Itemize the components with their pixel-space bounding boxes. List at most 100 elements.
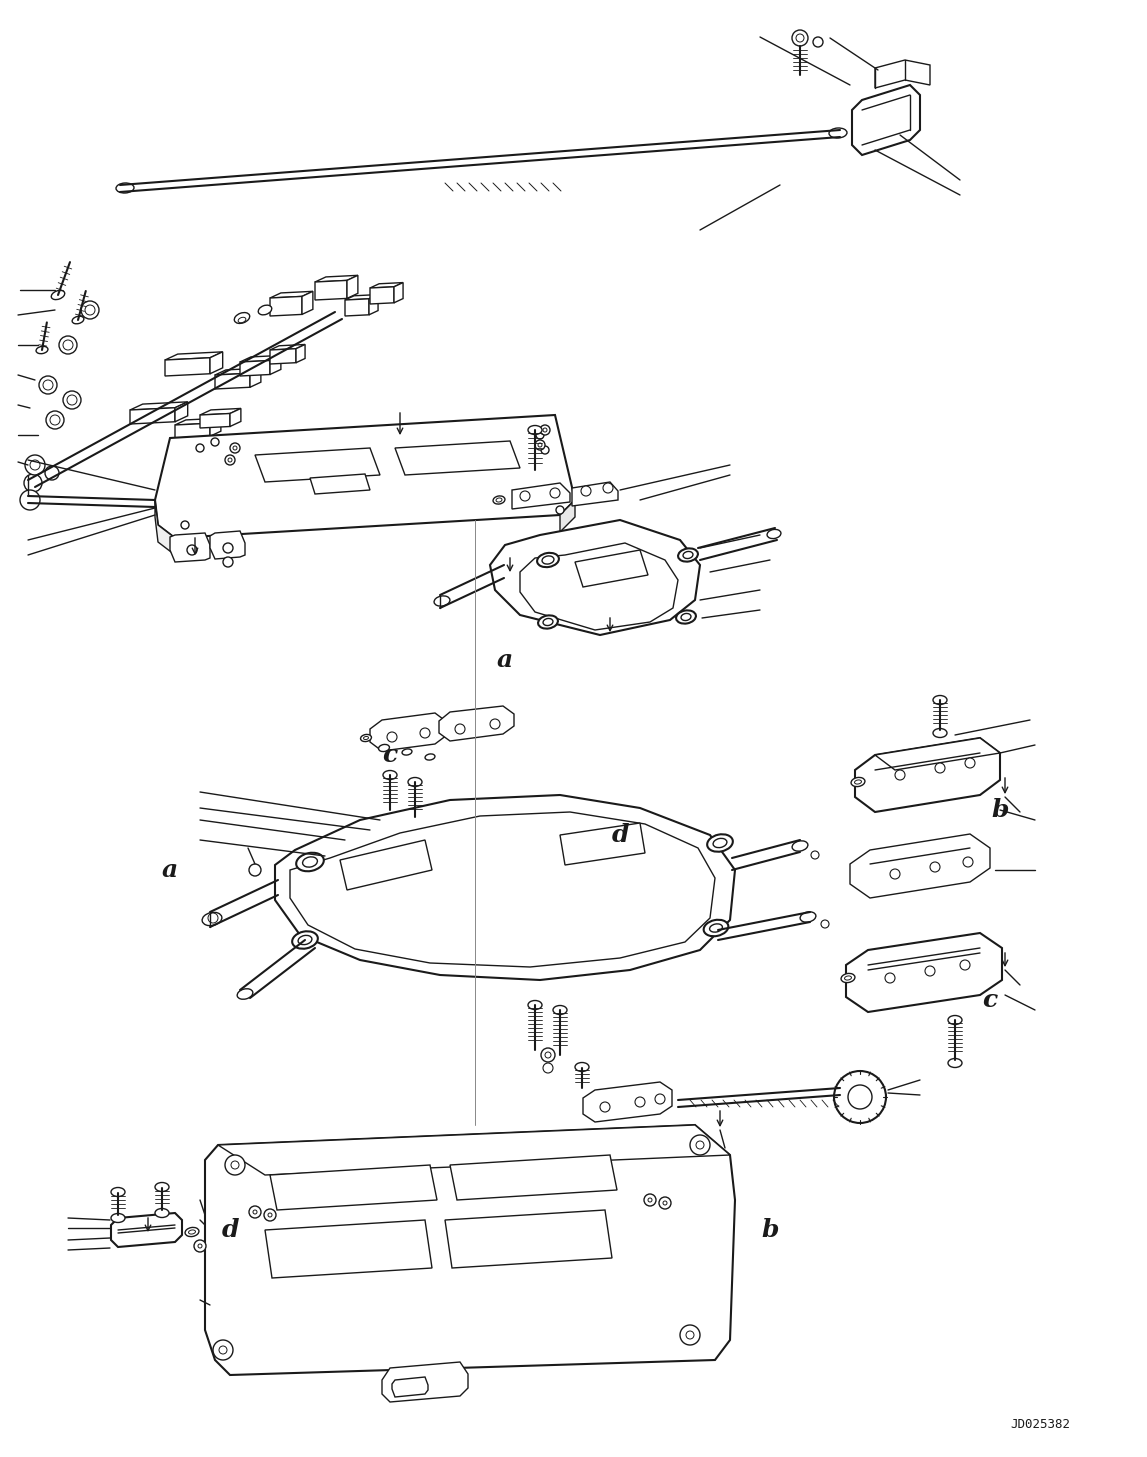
Ellipse shape [298,935,312,944]
Circle shape [696,1141,704,1150]
Circle shape [249,864,262,876]
Circle shape [223,557,233,567]
Circle shape [19,490,40,510]
Polygon shape [315,280,348,300]
Ellipse shape [708,835,733,852]
Circle shape [490,718,500,728]
Polygon shape [255,447,380,482]
Ellipse shape [239,318,245,322]
Circle shape [455,724,465,734]
Ellipse shape [678,548,697,561]
Polygon shape [265,1220,432,1278]
Ellipse shape [851,778,865,787]
Polygon shape [395,441,520,475]
Polygon shape [111,1214,182,1247]
Ellipse shape [185,1227,198,1237]
Circle shape [46,411,64,428]
Polygon shape [512,484,570,508]
Circle shape [635,1097,645,1107]
Ellipse shape [364,736,368,740]
Polygon shape [210,530,245,559]
Circle shape [231,443,240,453]
Circle shape [540,425,551,436]
Polygon shape [270,348,296,364]
Circle shape [890,868,900,879]
Circle shape [543,1064,553,1072]
Polygon shape [214,373,250,389]
Ellipse shape [801,912,816,922]
Text: a: a [162,858,178,881]
Circle shape [196,444,204,452]
Circle shape [187,545,197,555]
Ellipse shape [296,852,323,871]
Ellipse shape [116,184,134,192]
Circle shape [63,339,73,350]
Polygon shape [175,418,221,425]
Polygon shape [155,500,175,555]
Circle shape [520,491,530,501]
Ellipse shape [155,1183,169,1192]
Circle shape [81,302,99,319]
Ellipse shape [703,919,728,937]
Text: b: b [991,798,1008,822]
Circle shape [39,376,57,393]
Ellipse shape [710,924,723,932]
Polygon shape [520,543,678,629]
Polygon shape [175,423,210,439]
Circle shape [535,440,545,450]
Circle shape [603,484,612,492]
Circle shape [45,466,58,479]
Circle shape [885,973,895,983]
Ellipse shape [36,347,48,354]
Ellipse shape [292,931,318,949]
Circle shape [686,1332,694,1339]
Ellipse shape [434,596,450,606]
Ellipse shape [855,779,861,784]
Circle shape [965,758,975,768]
Polygon shape [231,408,241,427]
Polygon shape [583,1083,672,1122]
Circle shape [211,439,219,446]
Circle shape [663,1201,668,1205]
Circle shape [24,474,42,492]
Ellipse shape [493,495,505,504]
Ellipse shape [676,610,696,624]
Polygon shape [370,283,403,288]
Polygon shape [218,1125,729,1174]
Ellipse shape [72,316,84,323]
Ellipse shape [258,305,272,315]
Ellipse shape [237,989,252,1000]
Circle shape [600,1101,610,1112]
Ellipse shape [844,976,851,981]
Ellipse shape [303,857,318,867]
Circle shape [690,1135,710,1155]
Polygon shape [290,812,715,967]
Circle shape [225,455,235,465]
Text: a: a [497,648,513,672]
Circle shape [42,380,53,390]
Ellipse shape [681,613,690,621]
Ellipse shape [426,753,435,761]
Ellipse shape [202,912,221,925]
Polygon shape [560,500,575,532]
Polygon shape [170,533,210,562]
Circle shape [219,1346,227,1354]
Polygon shape [392,1377,428,1397]
Polygon shape [846,932,1002,1013]
Polygon shape [315,275,358,283]
Polygon shape [855,739,1000,812]
Polygon shape [210,418,221,436]
Circle shape [225,1155,245,1174]
Circle shape [541,1048,555,1062]
Polygon shape [575,549,648,587]
Ellipse shape [111,1187,125,1196]
Circle shape [249,1206,262,1218]
Circle shape [848,1085,872,1109]
Circle shape [223,543,233,554]
Ellipse shape [713,838,727,848]
Polygon shape [345,294,379,300]
Ellipse shape [538,615,557,628]
Polygon shape [395,283,403,303]
Polygon shape [205,1125,735,1375]
Circle shape [895,769,905,779]
